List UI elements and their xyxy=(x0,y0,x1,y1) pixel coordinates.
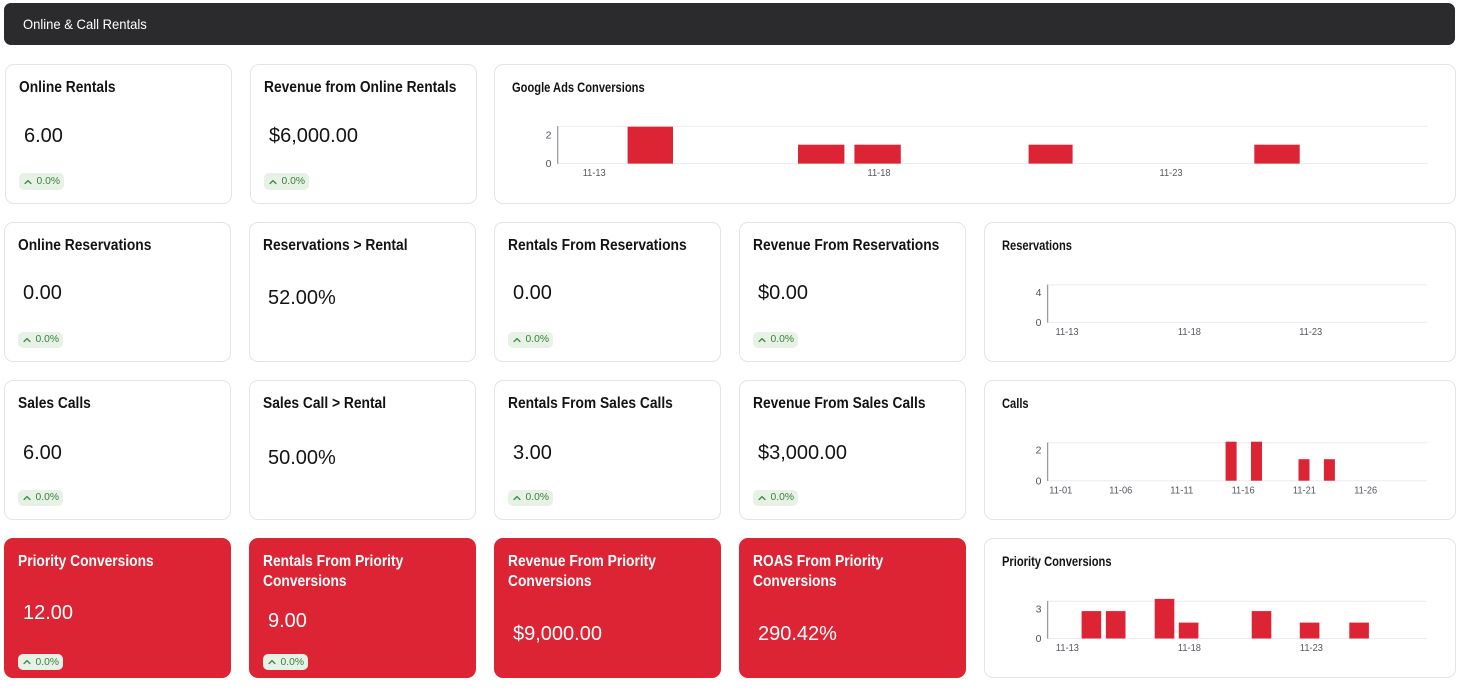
svg-text:11-13: 11-13 xyxy=(1056,643,1079,655)
svg-text:11-11: 11-11 xyxy=(1170,484,1193,496)
svg-text:2: 2 xyxy=(1036,445,1042,457)
svg-text:11-13: 11-13 xyxy=(1056,326,1079,338)
svg-text:11-16: 11-16 xyxy=(1232,484,1255,496)
svg-text:11-23: 11-23 xyxy=(1160,167,1183,179)
svg-text:0: 0 xyxy=(1036,317,1042,329)
svg-text:11-18: 11-18 xyxy=(1178,643,1201,655)
svg-text:0: 0 xyxy=(546,158,552,170)
svg-text:0: 0 xyxy=(1036,475,1042,487)
svg-text:3: 3 xyxy=(1036,604,1042,616)
svg-text:4: 4 xyxy=(1036,287,1042,299)
svg-text:11-21: 11-21 xyxy=(1293,484,1316,496)
svg-text:11-18: 11-18 xyxy=(1178,326,1201,338)
svg-text:2: 2 xyxy=(546,129,552,141)
svg-text:11-01: 11-01 xyxy=(1049,484,1072,496)
svg-text:11-13: 11-13 xyxy=(583,167,606,179)
svg-text:0: 0 xyxy=(1036,633,1042,645)
svg-text:11-23: 11-23 xyxy=(1300,643,1323,655)
svg-text:11-18: 11-18 xyxy=(868,167,891,179)
svg-text:11-06: 11-06 xyxy=(1109,484,1132,496)
svg-text:11-26: 11-26 xyxy=(1354,484,1377,496)
svg-text:11-23: 11-23 xyxy=(1299,326,1322,338)
